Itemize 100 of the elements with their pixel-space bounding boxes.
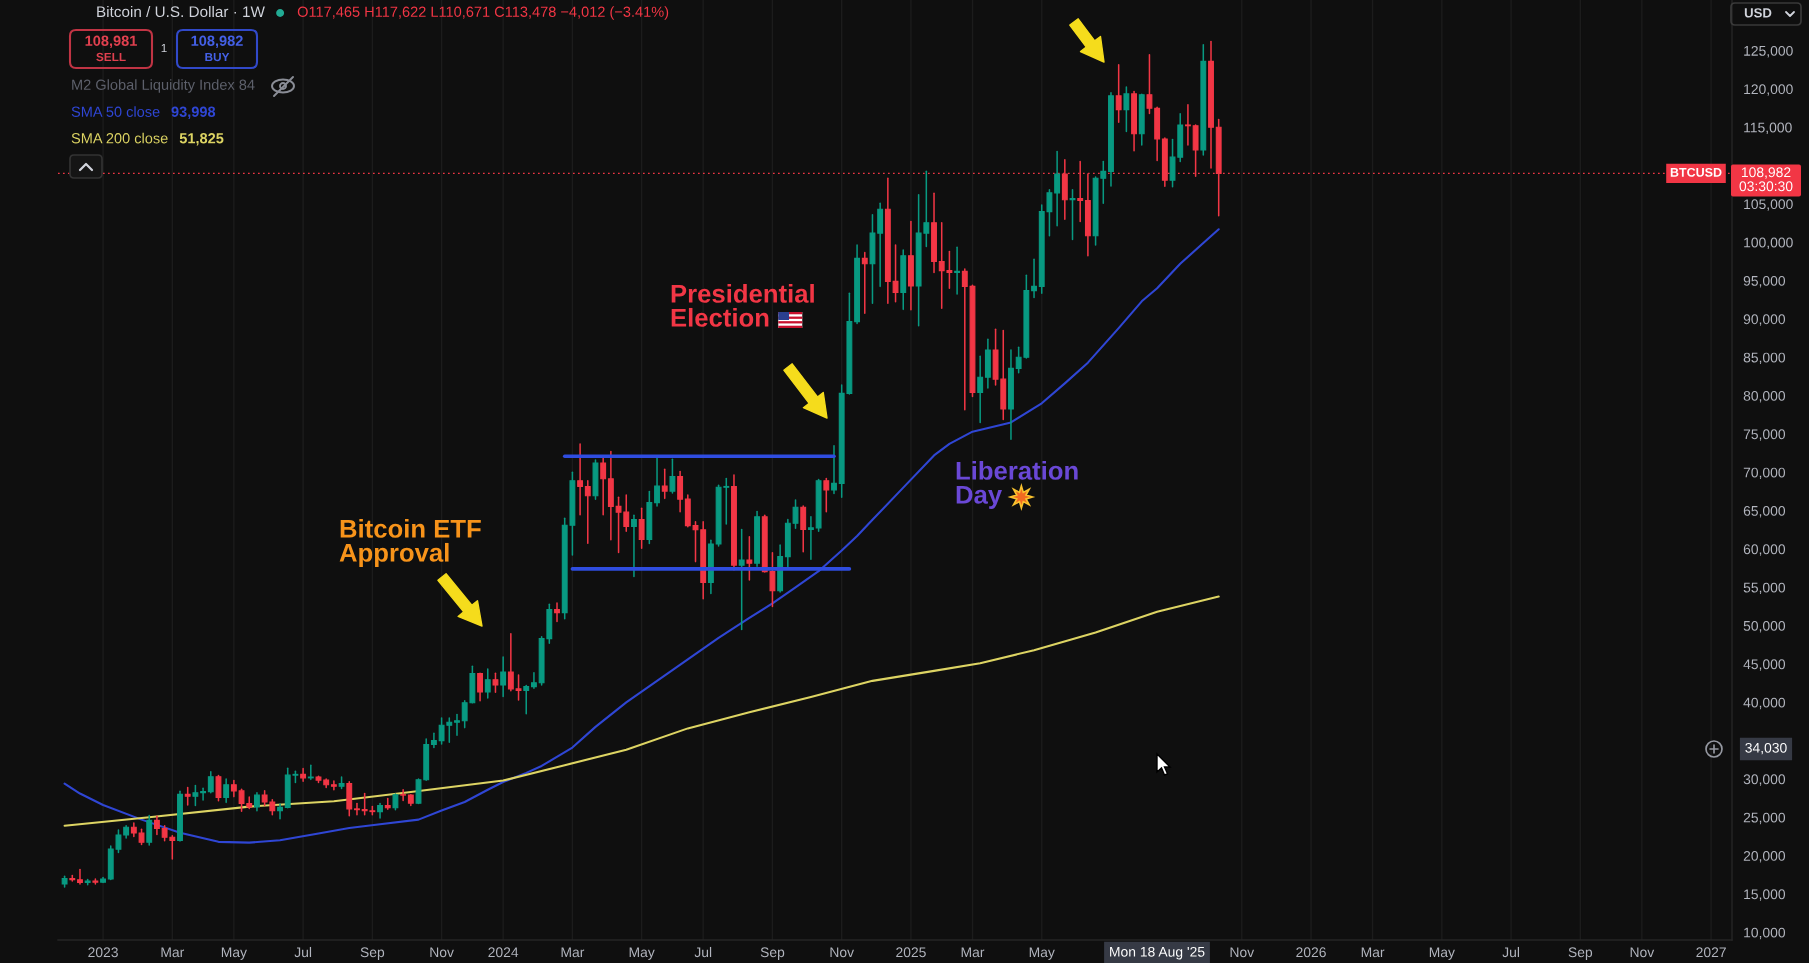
candlestick bbox=[430, 732, 437, 749]
candlestick bbox=[254, 792, 260, 812]
x-tick-label: May bbox=[221, 947, 247, 960]
candlestick bbox=[746, 535, 753, 581]
y-tick-label: 100,000 bbox=[1744, 237, 1793, 250]
annotation: SELL bbox=[96, 52, 126, 62]
candlestick bbox=[1123, 86, 1130, 133]
x-tick-label: Jul bbox=[294, 946, 312, 958]
y-tick-label: 85,000 bbox=[1743, 352, 1786, 365]
candlestick bbox=[661, 468, 668, 500]
x-tick-label: 2026 bbox=[1296, 947, 1326, 958]
candlestick bbox=[77, 868, 83, 885]
candlestick bbox=[1146, 54, 1153, 115]
candlestick bbox=[523, 684, 530, 715]
annotation: M2 Global Liquidity Index 84 bbox=[72, 79, 255, 93]
candlestick bbox=[831, 445, 837, 495]
candlestick bbox=[1031, 258, 1037, 299]
annotation: 1 bbox=[161, 43, 167, 53]
annotation: Bitcoin ETF Approval bbox=[339, 519, 481, 567]
candlestick bbox=[530, 672, 537, 689]
text: SMA 200 close bbox=[71, 132, 168, 144]
candlestick bbox=[584, 479, 591, 544]
candlestick bbox=[200, 787, 207, 801]
candlestick bbox=[677, 470, 684, 513]
annotation: 93,998 bbox=[171, 106, 216, 120]
x-tick-label: Mar bbox=[961, 947, 985, 958]
y-tick-label: 45,000 bbox=[1743, 659, 1786, 671]
candlestick bbox=[1054, 150, 1061, 227]
y-tick-label: 60,000 bbox=[1743, 544, 1786, 556]
candlestick bbox=[277, 803, 283, 820]
x-tick-label: Sep bbox=[1568, 947, 1593, 960]
text: USD bbox=[1744, 8, 1772, 18]
line-series bbox=[63, 228, 1220, 844]
x-tick-label: Jul bbox=[694, 946, 712, 958]
x-tick-label: May bbox=[629, 947, 655, 960]
y-tick-label: 65,000 bbox=[1743, 505, 1786, 518]
candlestick bbox=[631, 514, 637, 578]
candlestick bbox=[1115, 64, 1122, 124]
x-tick-label: Mar bbox=[1361, 947, 1385, 958]
text: 03:30:30 bbox=[1739, 181, 1793, 192]
text: 34,030 bbox=[1745, 742, 1787, 755]
y-tick-label: 25,000 bbox=[1743, 812, 1786, 825]
candlestick bbox=[192, 784, 199, 807]
candlestick bbox=[600, 456, 607, 516]
candlestick bbox=[892, 244, 899, 303]
y-tick-label: 20,000 bbox=[1743, 850, 1786, 863]
candlestick bbox=[807, 516, 814, 561]
candlestick bbox=[669, 458, 676, 494]
x-tick-label: Jul bbox=[1502, 946, 1520, 958]
candlestick bbox=[215, 774, 222, 802]
x-tick-label: Sep bbox=[360, 947, 385, 960]
candlestick bbox=[400, 788, 407, 802]
candlestick bbox=[454, 713, 460, 737]
x-tick-label: May bbox=[1429, 947, 1455, 960]
candlestick bbox=[354, 802, 360, 816]
candlestick bbox=[1184, 103, 1191, 146]
annotation: Presidential Election bbox=[671, 284, 814, 327]
y-tick-label: 80,000 bbox=[1743, 390, 1786, 403]
candlestick bbox=[153, 815, 160, 836]
y-tick-label: 50,000 bbox=[1743, 620, 1786, 633]
y-tick-label: 70,000 bbox=[1743, 467, 1786, 480]
y-tick-label: 125,000 bbox=[1744, 45, 1793, 58]
x-tick-label: Sep bbox=[760, 947, 785, 960]
y-tick-label: 55,000 bbox=[1743, 582, 1786, 595]
y-tick-label: 120,000 bbox=[1744, 84, 1793, 96]
y-tick-label: 105,000 bbox=[1744, 199, 1793, 211]
candlestick bbox=[954, 246, 961, 295]
candlestick bbox=[823, 477, 830, 513]
candlestick bbox=[484, 668, 491, 699]
candlestick bbox=[146, 814, 153, 846]
candlestick bbox=[223, 778, 230, 804]
y-tick-label: 10,000 bbox=[1744, 927, 1786, 940]
x-tick-label: Nov bbox=[430, 947, 454, 958]
candlestick bbox=[1069, 188, 1076, 241]
candlestick bbox=[500, 656, 507, 698]
candlestick bbox=[638, 507, 645, 549]
ref-line-label: BTCUSD bbox=[1670, 167, 1722, 177]
y-tick-label: 15,000 bbox=[1744, 889, 1786, 901]
x-tick-label: Mar bbox=[161, 947, 185, 958]
candlestick bbox=[307, 764, 314, 781]
candlestick bbox=[300, 767, 307, 783]
chart-subtitle: O117,465 H117,622 L110,671 C113,478 −4,012 (−3.41%) bbox=[297, 6, 669, 20]
x-tick-label: May bbox=[1029, 947, 1055, 960]
candlestick bbox=[800, 505, 807, 553]
annotation: 108,981 bbox=[85, 35, 137, 49]
candlestick bbox=[554, 602, 560, 623]
x-tick-label: 2024 bbox=[488, 947, 519, 958]
chart-title: Bitcoin / U.S. Dollar · 1W bbox=[97, 5, 265, 18]
candlestick bbox=[330, 780, 337, 791]
candlestick bbox=[207, 770, 214, 794]
candlestick bbox=[477, 672, 484, 702]
annotation: BUY bbox=[205, 52, 230, 62]
candlestick bbox=[384, 797, 391, 811]
y-tick-label: 95,000 bbox=[1743, 275, 1786, 288]
candlestick bbox=[654, 457, 660, 507]
candlestick bbox=[861, 251, 868, 314]
y-tick-label: 90,000 bbox=[1743, 314, 1786, 326]
x-tick-label: Nov bbox=[1630, 947, 1655, 958]
candlestick bbox=[492, 672, 499, 694]
x-tick-label: Mar bbox=[561, 947, 585, 958]
